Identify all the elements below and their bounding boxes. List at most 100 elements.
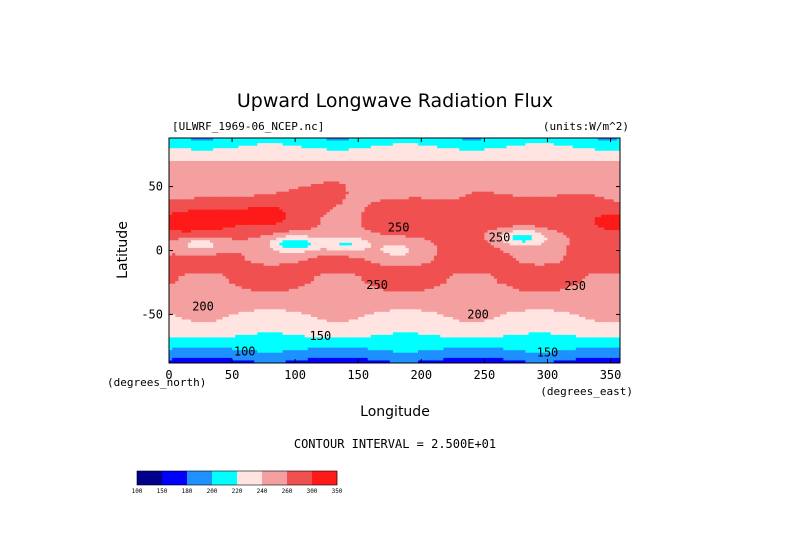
field-cell — [424, 176, 429, 180]
field-cell — [437, 168, 441, 172]
field-cell — [336, 171, 340, 175]
field-cell — [326, 194, 331, 198]
field-cell — [351, 189, 356, 193]
field-cell — [285, 201, 290, 206]
field-cell — [351, 148, 356, 152]
field-cell — [172, 166, 176, 170]
field-cell — [351, 168, 356, 172]
field-cell — [519, 176, 523, 180]
field-cell — [222, 199, 227, 203]
field-cell — [446, 194, 451, 198]
field-cell — [244, 173, 249, 177]
field-cell — [534, 158, 539, 162]
field-cell — [317, 148, 321, 152]
field-cell — [547, 138, 552, 142]
field-cell — [563, 199, 567, 203]
field-cell — [566, 171, 571, 175]
field-cell — [408, 145, 413, 149]
field-cell — [178, 153, 183, 157]
field-cell — [228, 204, 233, 208]
field-cell — [522, 161, 526, 165]
field-cell — [276, 191, 280, 195]
field-cell — [342, 166, 347, 170]
field-cell — [210, 145, 214, 149]
field-cell — [500, 186, 504, 190]
field-cell — [452, 196, 457, 200]
field-cell — [399, 163, 403, 167]
field-cell — [314, 150, 318, 154]
field-cell — [440, 186, 444, 190]
field-cell — [449, 181, 454, 185]
field-cell — [597, 163, 602, 167]
field-cell — [411, 199, 416, 203]
field-cell — [613, 163, 618, 167]
field-cell — [279, 150, 284, 154]
field-cell — [389, 145, 394, 149]
field-cell — [421, 189, 426, 193]
field-cell — [408, 189, 413, 193]
field-cell — [465, 201, 470, 206]
field-cell — [515, 201, 520, 206]
field-cell — [427, 138, 432, 142]
field-cell — [386, 204, 391, 208]
field-cell — [566, 140, 571, 144]
field-cell — [500, 158, 504, 162]
field-cell — [418, 155, 422, 160]
field-cell — [424, 155, 429, 160]
field-cell — [591, 153, 596, 157]
field-cell — [329, 186, 334, 190]
field-cell — [531, 166, 536, 170]
field-cell — [588, 181, 593, 185]
field-cell — [172, 199, 176, 203]
field-cell — [247, 140, 252, 144]
field-cell — [351, 166, 356, 170]
field-cell — [503, 199, 508, 203]
field-cell — [490, 148, 495, 152]
field-cell — [200, 145, 205, 149]
field-cell — [219, 186, 224, 190]
field-cell — [175, 140, 180, 144]
field-cell — [235, 158, 239, 162]
field-cell — [487, 171, 492, 175]
field-cell — [269, 201, 274, 206]
field-cell — [336, 199, 340, 203]
field-cell — [408, 199, 413, 203]
field-cell — [336, 184, 340, 188]
field-cell — [481, 184, 485, 188]
field-cell — [184, 181, 189, 185]
field-cell — [219, 163, 224, 167]
field-cell — [336, 143, 340, 147]
field-cell — [396, 166, 400, 170]
field-cell — [260, 158, 265, 162]
field-cell — [194, 171, 198, 175]
field-cell — [538, 150, 542, 154]
field-cell — [424, 201, 429, 206]
field-cell — [497, 204, 501, 208]
field-cell — [358, 184, 362, 188]
field-cell — [588, 145, 593, 149]
field-cell — [178, 150, 183, 154]
field-cell — [269, 186, 274, 190]
field-cell — [446, 189, 451, 193]
field-cell — [613, 189, 618, 193]
field-cell — [276, 161, 280, 165]
field-cell — [175, 176, 180, 180]
field-cell — [222, 196, 227, 200]
field-cell — [232, 158, 236, 162]
field-cell — [216, 140, 221, 144]
field-cell — [364, 166, 369, 170]
field-cell — [216, 196, 221, 200]
field-cell — [358, 158, 362, 162]
field-cell — [244, 194, 249, 198]
field-cell — [288, 166, 293, 170]
field-cell — [421, 140, 426, 144]
field-cell — [500, 191, 504, 195]
field-cell — [307, 186, 312, 190]
field-cell — [563, 201, 567, 206]
field-cell — [456, 176, 460, 180]
field-cell — [244, 148, 249, 152]
field-cell — [367, 194, 372, 198]
field-cell — [336, 150, 340, 154]
field-cell — [194, 140, 198, 144]
